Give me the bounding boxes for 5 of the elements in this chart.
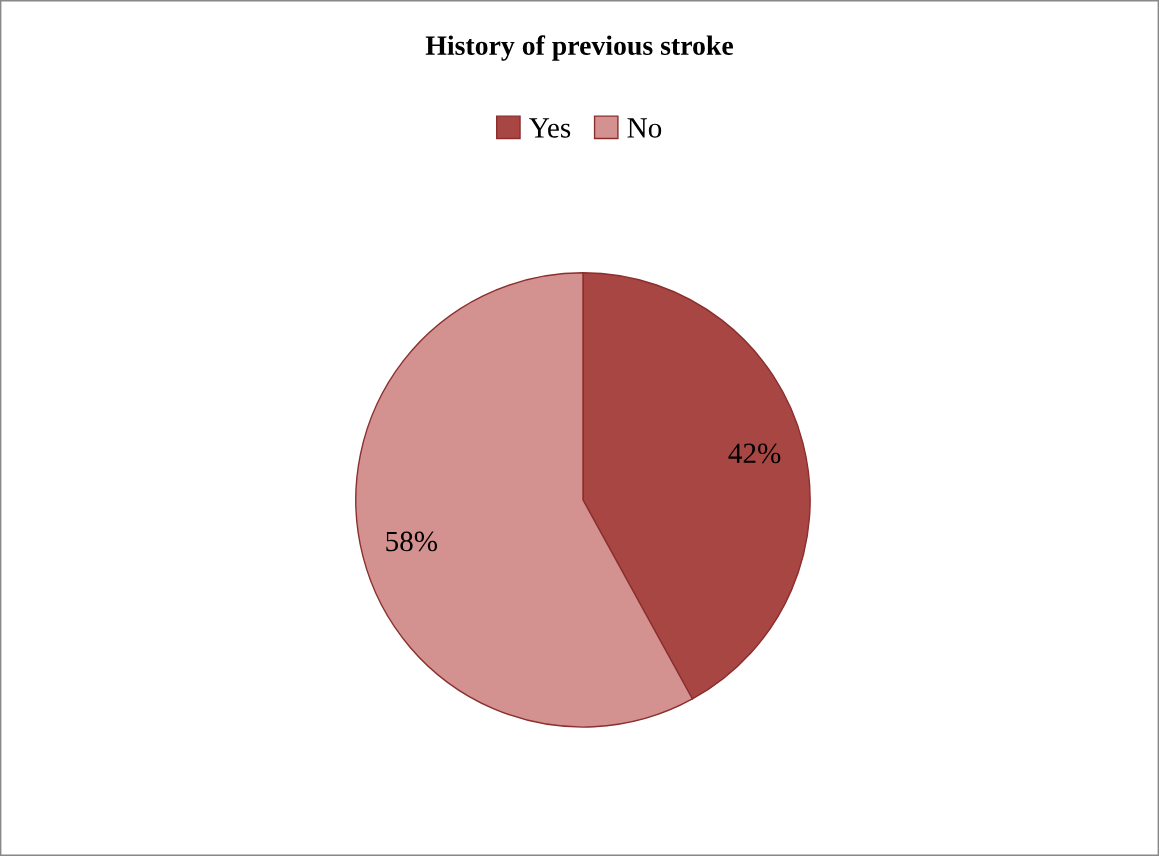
data-label: 42% (728, 443, 781, 464)
chart-title: History of previous stroke (425, 35, 733, 61)
legend-label: No (627, 118, 662, 138)
data-label: 58% (386, 531, 438, 552)
legend-label: Yes (529, 118, 571, 138)
